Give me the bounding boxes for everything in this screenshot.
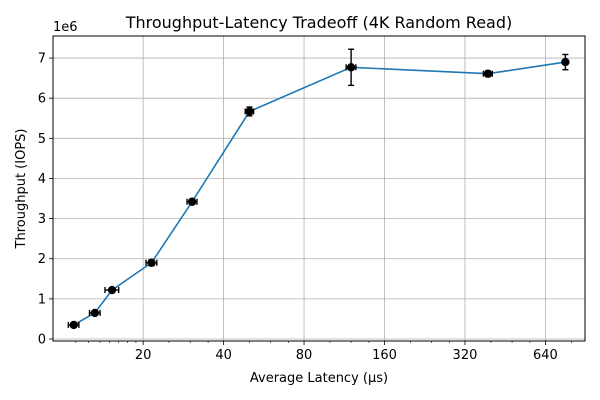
data-point — [90, 308, 100, 318]
x-tick-label: 320 — [453, 348, 478, 363]
data-point — [69, 320, 78, 330]
y-axis-label: Throughput (IOPS) — [14, 129, 29, 250]
data-point — [245, 107, 254, 116]
x-axis-ticks: 20 40 80 160 320 640 — [75, 341, 572, 363]
y-tick-label: 5 — [38, 132, 46, 147]
y-axis-ticks: 0 1 2 3 4 5 6 7 — [38, 52, 53, 347]
y-tick-label: 0 — [38, 332, 46, 347]
data-point — [147, 258, 156, 267]
y-tick-label: 4 — [38, 172, 46, 187]
data-point — [561, 57, 570, 67]
data-point — [346, 63, 356, 72]
x-tick-label: 640 — [533, 348, 558, 363]
data-markers — [69, 57, 570, 330]
plot-frame — [52, 35, 586, 342]
y-tick-label: 6 — [38, 92, 46, 107]
grid — [53, 36, 585, 341]
x-tick-label: 20 — [135, 348, 152, 363]
x-tick-label: 160 — [372, 348, 397, 363]
x-axis-label: Average Latency (µs) — [250, 371, 388, 386]
y-tick-label: 7 — [38, 52, 46, 67]
y-offset-label: 1e6 — [53, 20, 78, 35]
data-point — [107, 285, 117, 295]
y-tick-label: 2 — [38, 252, 46, 267]
chart-title: Throughput-Latency Tradeoff (4K Random R… — [125, 13, 513, 32]
x-tick-label: 40 — [215, 348, 232, 363]
data-point — [187, 197, 197, 206]
x-tick-label: 80 — [296, 348, 313, 363]
y-tick-label: 1 — [38, 292, 46, 307]
data-point — [483, 69, 493, 78]
y-tick-label: 3 — [38, 212, 46, 227]
